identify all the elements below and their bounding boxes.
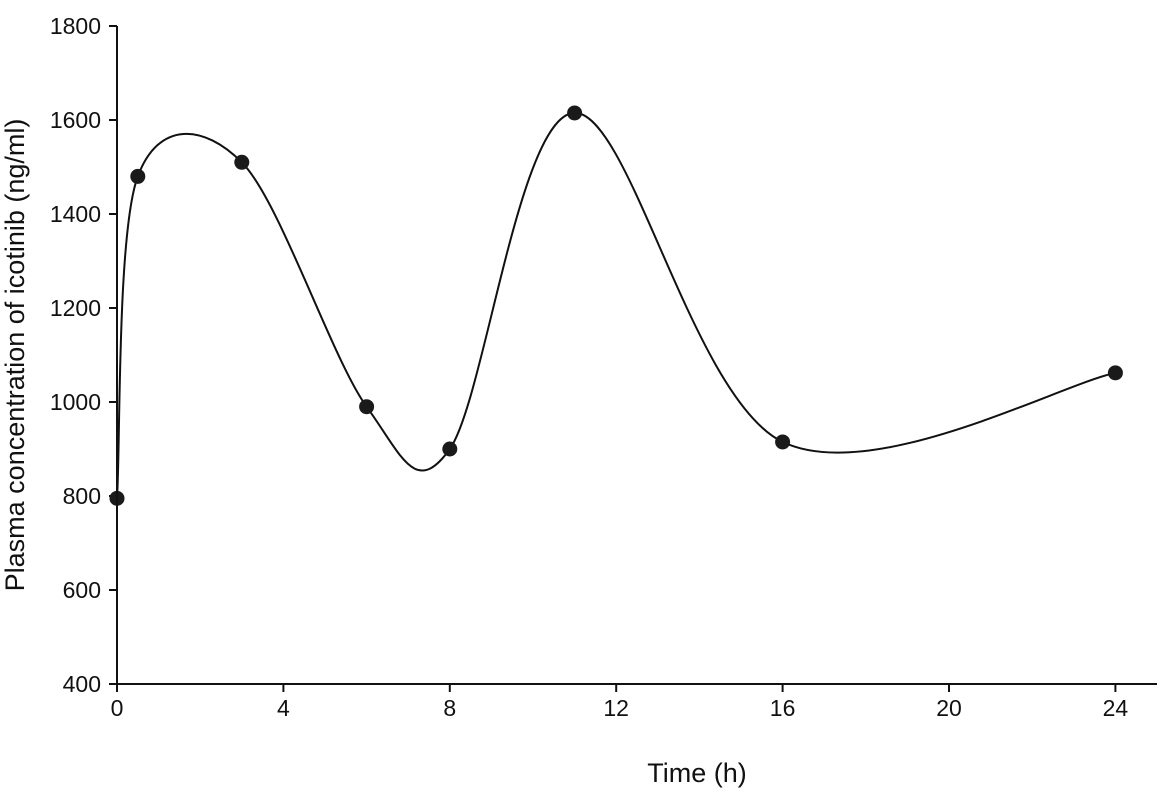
data-point bbox=[1107, 365, 1123, 381]
y-tick-label: 1400 bbox=[50, 201, 101, 227]
y-tick-label: 1200 bbox=[50, 295, 101, 321]
y-tick-label: 400 bbox=[63, 671, 101, 697]
x-axis-title: Time (h) bbox=[647, 758, 747, 788]
data-point bbox=[442, 441, 458, 457]
y-tick-label: 1600 bbox=[50, 107, 101, 133]
x-tick-label: 20 bbox=[936, 695, 962, 721]
data-point bbox=[775, 434, 791, 450]
y-axis-title: Plasma concentration of icotinib (ng/ml) bbox=[0, 119, 30, 592]
data-point bbox=[359, 399, 375, 415]
y-tick-label: 600 bbox=[63, 577, 101, 603]
y-tick-label: 800 bbox=[63, 483, 101, 509]
x-tick-label: 0 bbox=[111, 695, 124, 721]
x-tick-label: 8 bbox=[443, 695, 456, 721]
y-tick-label: 1000 bbox=[50, 389, 101, 415]
x-tick-label: 24 bbox=[1103, 695, 1129, 721]
y-tick-label: 1800 bbox=[50, 13, 101, 39]
x-tick-label: 4 bbox=[277, 695, 290, 721]
data-points bbox=[109, 105, 1123, 506]
data-point bbox=[130, 168, 146, 184]
y-axis-ticks: 400 600 800 1000 1200 1400 1600 1800 bbox=[50, 13, 117, 697]
data-point bbox=[234, 154, 250, 170]
x-axis-ticks: 0 4 8 12 16 20 24 bbox=[111, 684, 1129, 721]
x-tick-label: 16 bbox=[770, 695, 796, 721]
data-point bbox=[567, 105, 583, 121]
x-tick-label: 12 bbox=[603, 695, 629, 721]
series-line bbox=[116, 111, 1116, 499]
